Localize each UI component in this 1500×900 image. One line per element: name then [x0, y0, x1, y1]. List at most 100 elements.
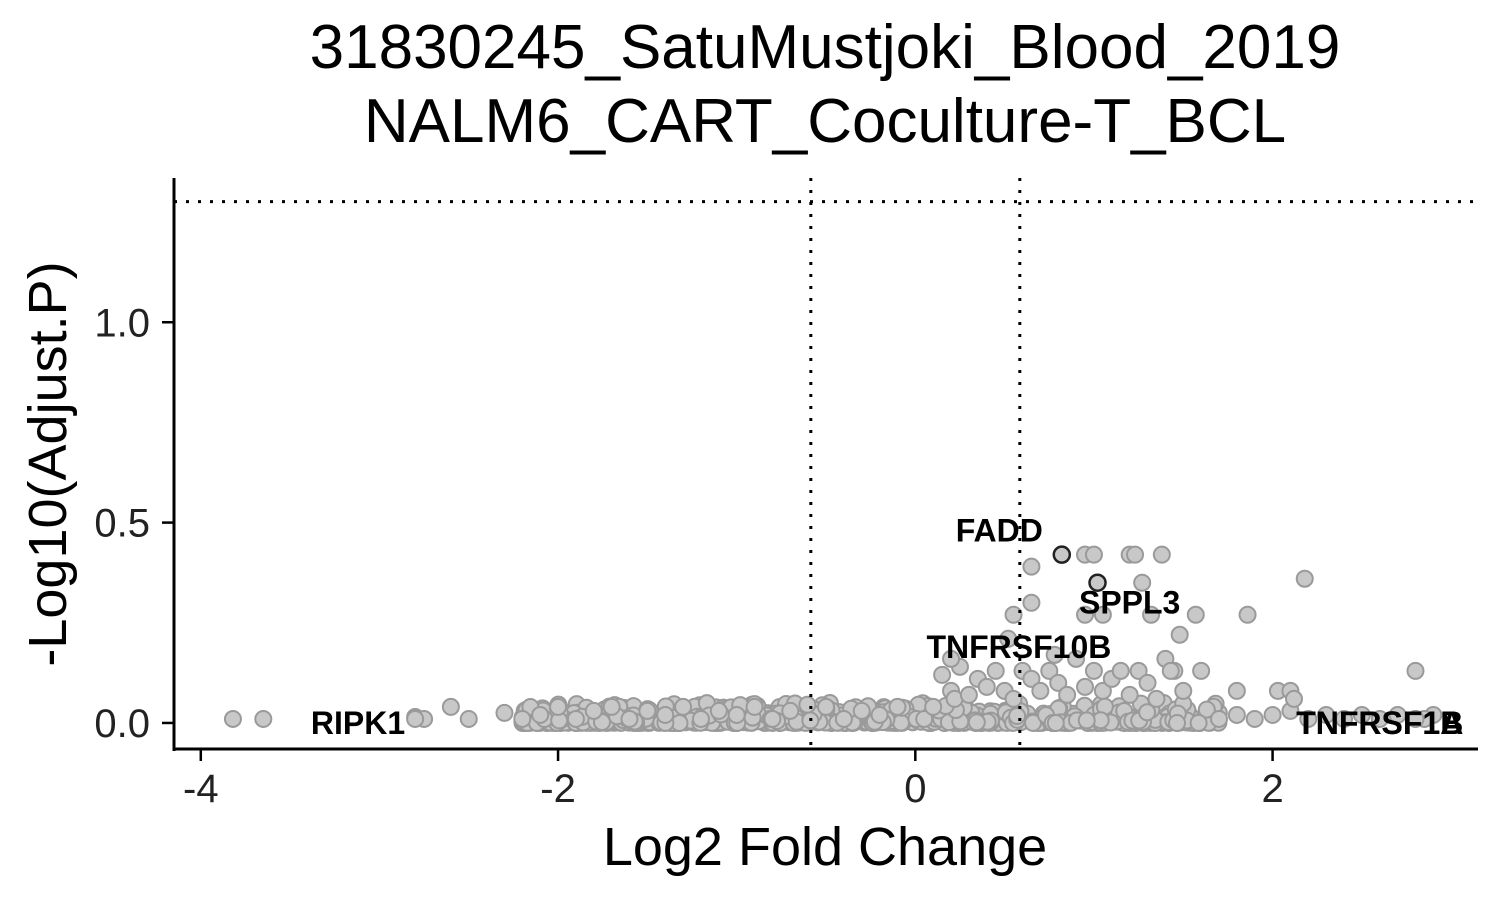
gene-point: [549, 697, 568, 716]
gene-point: [1285, 689, 1304, 708]
gene-point-cloud: [892, 713, 910, 732]
gene-point: [1370, 709, 1389, 728]
gene-point: [870, 705, 889, 724]
gene-point-cloud: [1168, 714, 1186, 732]
gene-point: [1058, 685, 1077, 704]
x-tick-label: -4: [183, 767, 219, 811]
gene-point: [977, 677, 996, 696]
gene-point: [1093, 605, 1112, 624]
gene-point: [674, 697, 693, 716]
x-tick-label: 2: [1261, 767, 1283, 811]
gene-point: [513, 709, 532, 728]
gene-point: [1022, 669, 1041, 688]
gene-label: FADD: [956, 513, 1043, 549]
gene-point: [1388, 705, 1407, 724]
gene-point: [1093, 681, 1112, 700]
gene-point: [727, 705, 746, 724]
gene-point-cloud: [1077, 711, 1096, 730]
gene-point: [602, 697, 621, 716]
gene-point: [1084, 545, 1103, 564]
gene-point: [1174, 681, 1193, 700]
gene-point: [1152, 545, 1171, 564]
gene-point-cloud: [1008, 707, 1027, 725]
gene-point: [986, 661, 1005, 680]
gene-point-cloud: [1046, 714, 1065, 732]
gene-point: [1120, 685, 1139, 704]
gene-point: [1352, 705, 1371, 724]
chart-title: 31830245_SatuMustjoki_Blood_2019 NALM6_C…: [310, 13, 1341, 156]
gene-point: [1299, 709, 1318, 728]
gene-label: RIPK1: [311, 705, 405, 741]
title-line-2: NALM6_CART_Coculture-T_BCL: [364, 87, 1286, 156]
point-cloud: [513, 694, 1228, 732]
gene-point: [999, 629, 1018, 648]
gene-label: TNFRSF10B: [926, 629, 1111, 665]
gene-point: [566, 709, 585, 728]
gene-point: [852, 701, 871, 720]
gene-point: [1133, 573, 1152, 592]
gene-point: [781, 701, 800, 720]
labeled-gene-point: [406, 709, 425, 728]
gene-point: [1147, 689, 1166, 708]
gene-point: [1076, 677, 1095, 696]
gene-point-cloud: [967, 713, 986, 732]
x-axis-ticks: -4 -2 0 2: [183, 749, 1284, 811]
y-axis-title: -Log10(Adjust.P): [18, 261, 78, 666]
gene-point-cloud: [798, 695, 817, 714]
gene-point: [691, 709, 710, 728]
gene-point: [1161, 661, 1180, 680]
gene-point: [223, 709, 242, 728]
gene-point: [656, 705, 675, 724]
gene-point: [888, 697, 907, 716]
gene-point: [709, 701, 728, 720]
gene-point: [1170, 625, 1189, 644]
gene-point: [1186, 605, 1205, 624]
gene-point: [1031, 681, 1050, 700]
gene-point: [459, 709, 478, 728]
gene-point: [959, 685, 978, 704]
gene-point: [1406, 661, 1425, 680]
gene-point: [1209, 709, 1228, 728]
gene-point: [1022, 593, 1041, 612]
labeled-gene-point: [1052, 545, 1072, 564]
gene-point: [1111, 661, 1130, 680]
gene-point: [1263, 705, 1282, 724]
gene-point-cloud: [1197, 700, 1216, 719]
gene-point: [1227, 705, 1246, 724]
gene-point: [584, 701, 603, 720]
gene-point: [1067, 649, 1086, 668]
labeled-gene-point: [1406, 709, 1425, 728]
gene-label: TNFRSF1B: [1296, 705, 1463, 741]
gene-point: [1295, 569, 1314, 588]
gene-point-cloud: [1138, 703, 1157, 722]
x-tick-label: 0: [904, 767, 926, 811]
y-tick-label: 0.0: [94, 702, 150, 746]
gene-point: [1245, 709, 1264, 728]
gene-point: [1022, 557, 1041, 576]
gene-point: [933, 665, 952, 684]
gene-point: [1335, 709, 1354, 728]
x-axis-title: Log2 Fold Change: [603, 817, 1047, 877]
gene-point: [1138, 673, 1157, 692]
y-axis-ticks: 0.0 0.5 1.0: [94, 301, 174, 746]
labeled-gene-point: [1088, 573, 1107, 592]
gene-point: [1129, 661, 1148, 680]
gene-point: [1084, 661, 1103, 680]
gene-point: [638, 701, 657, 720]
gene-point: [1004, 605, 1023, 624]
gene-point: [531, 705, 550, 724]
gene-point: [1227, 681, 1246, 700]
gene-label: SPPL3: [1079, 585, 1180, 621]
gene-point: [834, 709, 853, 728]
gene-point: [1142, 605, 1161, 624]
gene-point: [1192, 661, 1211, 680]
gene-point: [620, 709, 639, 728]
gene-point: [1238, 605, 1257, 624]
gene-point: [763, 709, 782, 728]
gene-point: [1049, 673, 1068, 692]
gene-point: [254, 709, 273, 728]
gene-point: [817, 697, 835, 716]
title-line-1: 31830245_SatuMustjoki_Blood_2019: [310, 13, 1341, 82]
